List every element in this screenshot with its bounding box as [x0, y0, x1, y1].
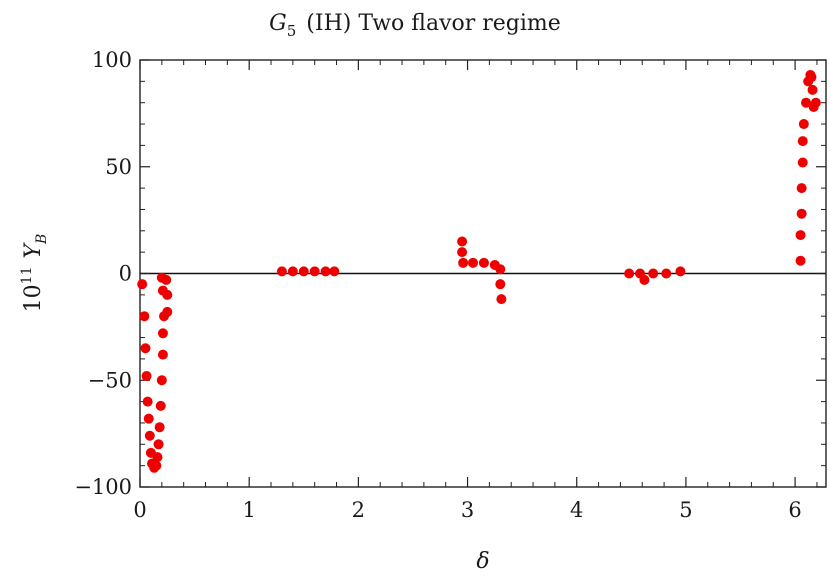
data-point	[157, 328, 168, 339]
data-point	[329, 266, 340, 277]
data-point	[142, 396, 153, 407]
data-point	[155, 400, 166, 411]
x-tick-label: 3	[461, 498, 474, 522]
data-point	[152, 452, 163, 463]
data-point	[161, 274, 172, 285]
y-tick-label: 0	[119, 262, 132, 286]
data-point	[139, 311, 150, 322]
data-point	[795, 255, 806, 266]
data-point	[639, 274, 650, 285]
data-point	[144, 430, 155, 441]
data-point	[298, 266, 309, 277]
data-point	[478, 257, 489, 268]
data-point	[143, 413, 154, 424]
data-point	[661, 268, 672, 279]
data-point	[468, 257, 479, 268]
data-point	[141, 370, 152, 381]
data-point	[648, 268, 659, 279]
y-tick-label: −50	[88, 368, 132, 392]
data-point	[795, 230, 806, 241]
data-point	[162, 289, 173, 300]
data-point	[458, 257, 469, 268]
data-point	[797, 136, 808, 147]
data-point	[154, 422, 165, 433]
data-point	[796, 208, 807, 219]
y-tick-label: 50	[105, 155, 132, 179]
x-tick-label: 4	[570, 498, 583, 522]
y-axis-label: 1011YB	[19, 234, 50, 313]
data-point	[798, 119, 809, 130]
data-point	[806, 72, 817, 83]
data-point	[796, 183, 807, 194]
data-point	[137, 279, 148, 290]
y-tick-label: −100	[74, 475, 132, 499]
x-tick-label: 1	[242, 498, 255, 522]
x-tick-label: 2	[352, 498, 365, 522]
data-point	[276, 266, 287, 277]
data-point	[675, 266, 686, 277]
data-point	[320, 266, 331, 277]
data-point	[807, 84, 818, 95]
x-tick-label: 5	[679, 498, 692, 522]
x-tick-label: 0	[133, 498, 146, 522]
data-point	[162, 306, 173, 317]
data-point	[496, 294, 507, 305]
x-tick-label: 6	[788, 498, 801, 522]
chart-title: G5 (IH) Two flavor regime	[269, 11, 561, 40]
data-point	[157, 349, 168, 360]
data-point	[495, 264, 506, 275]
data-point	[495, 279, 506, 290]
data-point	[287, 266, 298, 277]
data-point	[151, 460, 162, 471]
data-point	[457, 236, 468, 247]
data-point	[140, 343, 151, 354]
y-tick-label: 100	[92, 48, 132, 72]
x-axis-label: δ	[476, 549, 489, 574]
data-point	[309, 266, 320, 277]
data-point	[156, 375, 167, 386]
data-point	[810, 97, 821, 108]
data-point	[797, 157, 808, 168]
data-point	[457, 247, 468, 258]
data-point	[153, 439, 164, 450]
data-point	[801, 97, 812, 108]
data-point	[624, 268, 635, 279]
